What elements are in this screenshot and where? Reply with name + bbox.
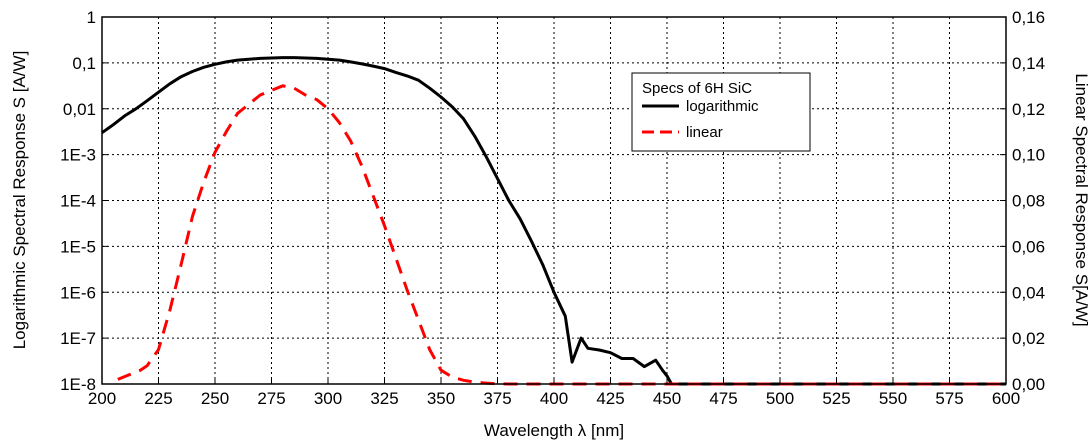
y-left-tick-label: 0,1 <box>72 54 96 73</box>
series-layer <box>101 56 1006 386</box>
x-tick-label: 525 <box>822 389 850 408</box>
x-tick-label: 600 <box>992 389 1020 408</box>
y-left-tick-label: 1E-8 <box>60 375 96 394</box>
y-right-tick-label: 0,04 <box>1012 283 1045 302</box>
y-left-tick-label: 1E-5 <box>60 237 96 256</box>
x-tick-label: 275 <box>257 389 285 408</box>
x-tick-label: 250 <box>201 389 229 408</box>
y-left-tick-label: 1 <box>87 8 96 27</box>
x-axis-title: Wavelength λ [nm] <box>484 421 624 440</box>
y-right-tick-label: 0,16 <box>1012 8 1045 27</box>
legend: Specs of 6H SiC logarithmic linear <box>631 72 811 152</box>
y-right-tick-label: 0,10 <box>1012 146 1045 165</box>
y-right-tick-label: 0,14 <box>1012 54 1045 73</box>
y-left-tick-label: 0,01 <box>63 100 96 119</box>
legend-label-logarithmic: logarithmic <box>686 98 759 115</box>
x-tick-label: 450 <box>653 389 681 408</box>
x-tick-label: 575 <box>935 389 963 408</box>
ticks: 200 225 250 275 300 325 350 375 400 425 450 475 500 5… <box>60 8 1045 408</box>
x-tick-label: 425 <box>596 389 624 408</box>
y-right-axis-title: Linear Spectral Response S[A/W] <box>1072 73 1088 326</box>
y-right-tick-label: 0,06 <box>1012 237 1045 256</box>
y-right-tick-label: 0,08 <box>1012 192 1045 211</box>
x-tick-label: 400 <box>540 389 568 408</box>
y-right-tick-label: 0,12 <box>1012 100 1045 119</box>
y-left-axis-title: Logarithmic Spectral Response S [A/W] <box>10 51 29 350</box>
x-tick-label: 300 <box>314 389 342 408</box>
x-tick-label: 200 <box>88 389 116 408</box>
x-tick-label: 325 <box>370 389 398 408</box>
legend-title: Specs of 6H SiC <box>642 80 752 97</box>
x-tick-label: 550 <box>879 389 907 408</box>
x-tick-label: 375 <box>483 389 511 408</box>
x-tick-label: 500 <box>766 389 794 408</box>
x-tick-label: 225 <box>144 389 172 408</box>
y-left-tick-label: 1E-7 <box>60 329 96 348</box>
y-left-tick-label: 1E-4 <box>60 192 96 211</box>
x-tick-label: 475 <box>709 389 737 408</box>
legend-box <box>631 72 811 152</box>
y-right-tick-label: 0,02 <box>1012 329 1045 348</box>
legend-label-linear: linear <box>686 124 723 141</box>
y-left-tick-label: 1E-6 <box>60 283 96 302</box>
series-line-linear <box>117 84 1006 386</box>
y-right-tick-label: 0,00 <box>1012 375 1045 394</box>
series-line-logarithmic <box>101 56 1006 386</box>
x-tick-label: 350 <box>427 389 455 408</box>
y-left-tick-label: 1E-3 <box>60 146 96 165</box>
